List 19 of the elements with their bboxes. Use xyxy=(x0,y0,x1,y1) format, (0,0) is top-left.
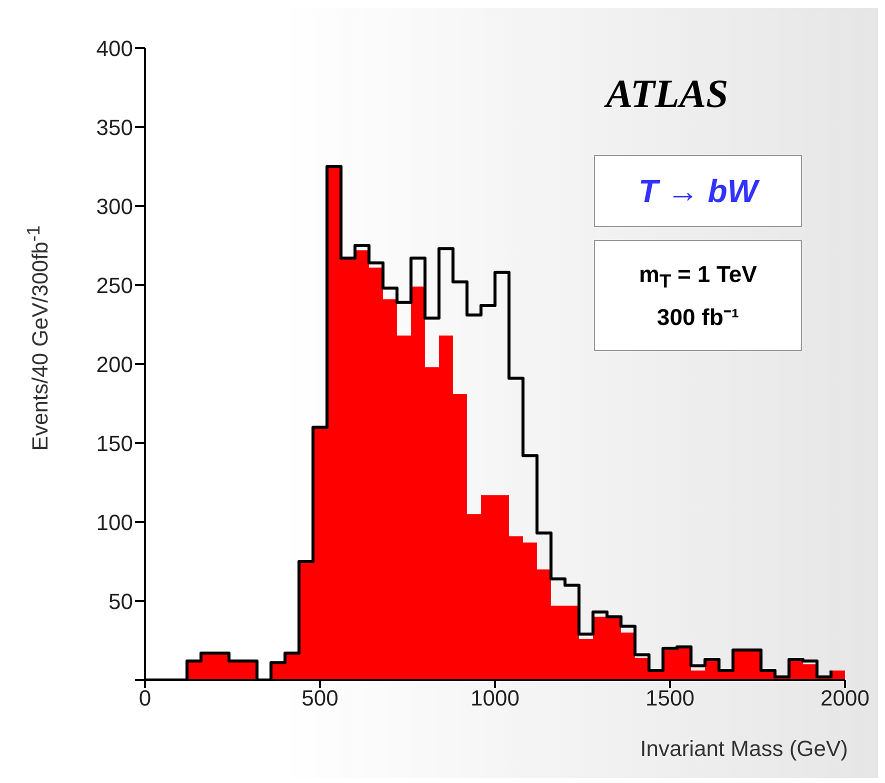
annotation: ATLAS xyxy=(606,70,728,117)
annotation: 300 fb⁻¹ xyxy=(656,302,740,332)
annotation: m$_{T}$ = 1 TeV xyxy=(638,260,758,295)
text-box: m$_{T}$ = 1 TeV 300 fb⁻¹ xyxy=(594,240,802,351)
x-tick-label: 1000 xyxy=(470,686,520,711)
x-tick-label: 500 xyxy=(302,686,338,711)
y-tick-label: 200 xyxy=(96,352,133,377)
y-tick-label: 400 xyxy=(96,36,133,61)
text-box: T → bW xyxy=(594,155,802,227)
x-tick-label: 0 xyxy=(138,686,152,711)
y-tick-label: 100 xyxy=(96,510,133,535)
y-tick-label: 300 xyxy=(96,194,133,219)
y-tick-label: 50 xyxy=(108,588,133,614)
x-axis-title: Invariant Mass (GeV) xyxy=(640,736,848,762)
y-tick-label: 150 xyxy=(96,430,133,456)
y-tick-label: 250 xyxy=(96,272,133,298)
x-tick-label: 1500 xyxy=(646,686,694,711)
y-tick-label: 350 xyxy=(96,114,133,140)
x-tick-label: 2000 xyxy=(820,686,870,711)
